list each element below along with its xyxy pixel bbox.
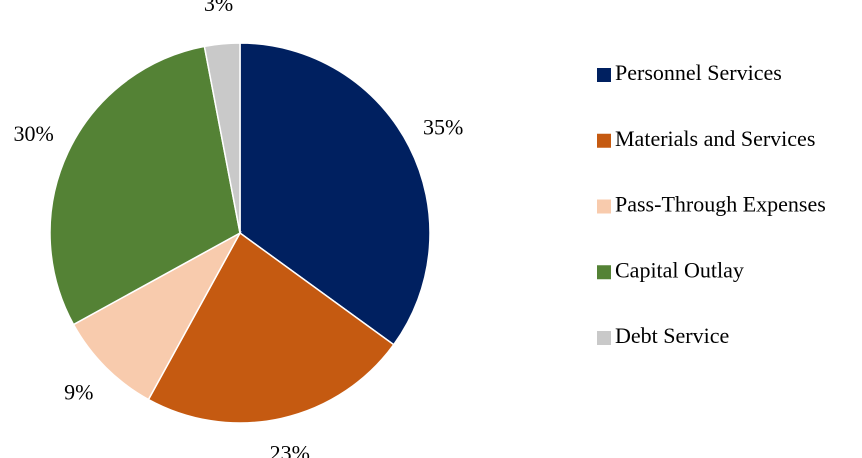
pie-slice xyxy=(203,42,241,234)
legend-swatch xyxy=(597,265,611,280)
pie-slice xyxy=(49,45,241,326)
data-label: 23% xyxy=(270,441,310,458)
legend-label: Capital Outlay xyxy=(615,257,744,282)
pie-slice xyxy=(147,231,395,424)
pie-slice xyxy=(72,231,242,401)
legend-label: Personnel Services xyxy=(615,60,782,85)
legend-label: Materials and Services xyxy=(615,126,815,151)
data-label: 30% xyxy=(14,121,54,146)
data-label: 3% xyxy=(204,0,233,16)
legend-swatch xyxy=(597,331,611,345)
legend-swatch xyxy=(597,133,611,148)
legend-swatch xyxy=(597,199,611,214)
legend-swatch xyxy=(597,68,611,82)
legend-label: Debt Service xyxy=(615,323,729,348)
legend-label: Pass-Through Expenses xyxy=(615,192,826,217)
pie-slice xyxy=(239,42,431,346)
data-label: 9% xyxy=(64,379,93,404)
data-label: 35% xyxy=(423,115,463,140)
